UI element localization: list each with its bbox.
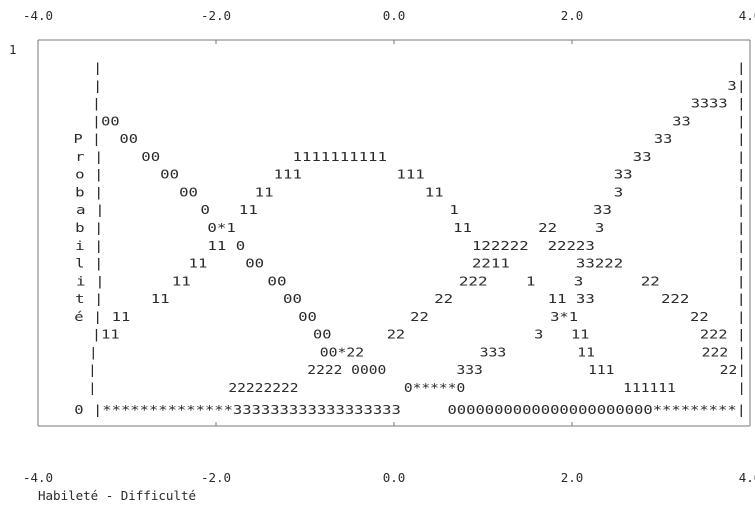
top-x-tick-label: -2.0 [201, 8, 231, 23]
ascii-plot-body: | | | 3| | [9, 60, 746, 417]
x-axis-label: Habileté - Difficulté [38, 488, 196, 503]
x-tick-labels: -4.0 -4.0 -2.0 -2.0 0.0 0.0 2.0 2.0 4.0 4.0 1 [9, 8, 755, 485]
top-x-tick-label: -4.0 [23, 8, 53, 23]
plot-text-row: t | 11 00 22 11 33 222 | [9, 291, 746, 306]
plot-text-row: r | 00 1111111111 33 | [9, 149, 746, 164]
bottom-x-tick-label: 4.0 [739, 470, 755, 485]
plot-text-row: a | 0 11 1 33 | [9, 202, 746, 217]
plot-text-row: l | 11 00 2211 33222 | [9, 256, 746, 271]
plot-text-row: | 3| [9, 78, 746, 93]
plot-frame [37, 39, 751, 427]
plot-text-row: b | 00 11 11 3 | [9, 184, 746, 199]
bottom-x-tick-label: 0.0 [383, 470, 406, 485]
bottom-x-tick-label: 2.0 [561, 470, 584, 485]
plot-text-row: | 00*22 333 11 222 | [9, 344, 746, 359]
plot-text-row: | | [9, 60, 746, 75]
plot-text-row: o | 00 111 111 33 | [9, 167, 746, 182]
plot-text-row: i | 11 00 222 1 3 22 | [9, 273, 746, 288]
top-x-tick-label: 2.0 [561, 8, 584, 23]
top-x-tick-label: 4.0 [739, 8, 755, 23]
bottom-x-tick-label: -2.0 [201, 470, 231, 485]
y-tick-label-1: 1 [9, 42, 17, 57]
plot-text-row: |11 00 22 3 11 222 | [9, 327, 746, 342]
plot-text-row: | 2222 0000 333 111 22| [9, 362, 746, 377]
plot-text-row: | 22222222 0*****0 111111 | [9, 380, 746, 395]
plot-text-row: é | 11 00 22 3*1 22 | [9, 309, 746, 324]
plot-text-row: |00 33 | [9, 113, 746, 128]
plot-text-row: i | 11 0 122222 22223 | [9, 238, 746, 253]
bottom-x-tick-label: -4.0 [23, 470, 53, 485]
plot-text-row: | 3333 | [9, 96, 746, 111]
baseline-row: 0 |**************333333333333333333 0000… [9, 402, 746, 417]
top-x-tick-label: 0.0 [383, 8, 406, 23]
plot-text-row: P | 00 33 | [9, 131, 746, 146]
plot-text-row: b | 0*1 11 22 3 | [9, 220, 746, 235]
